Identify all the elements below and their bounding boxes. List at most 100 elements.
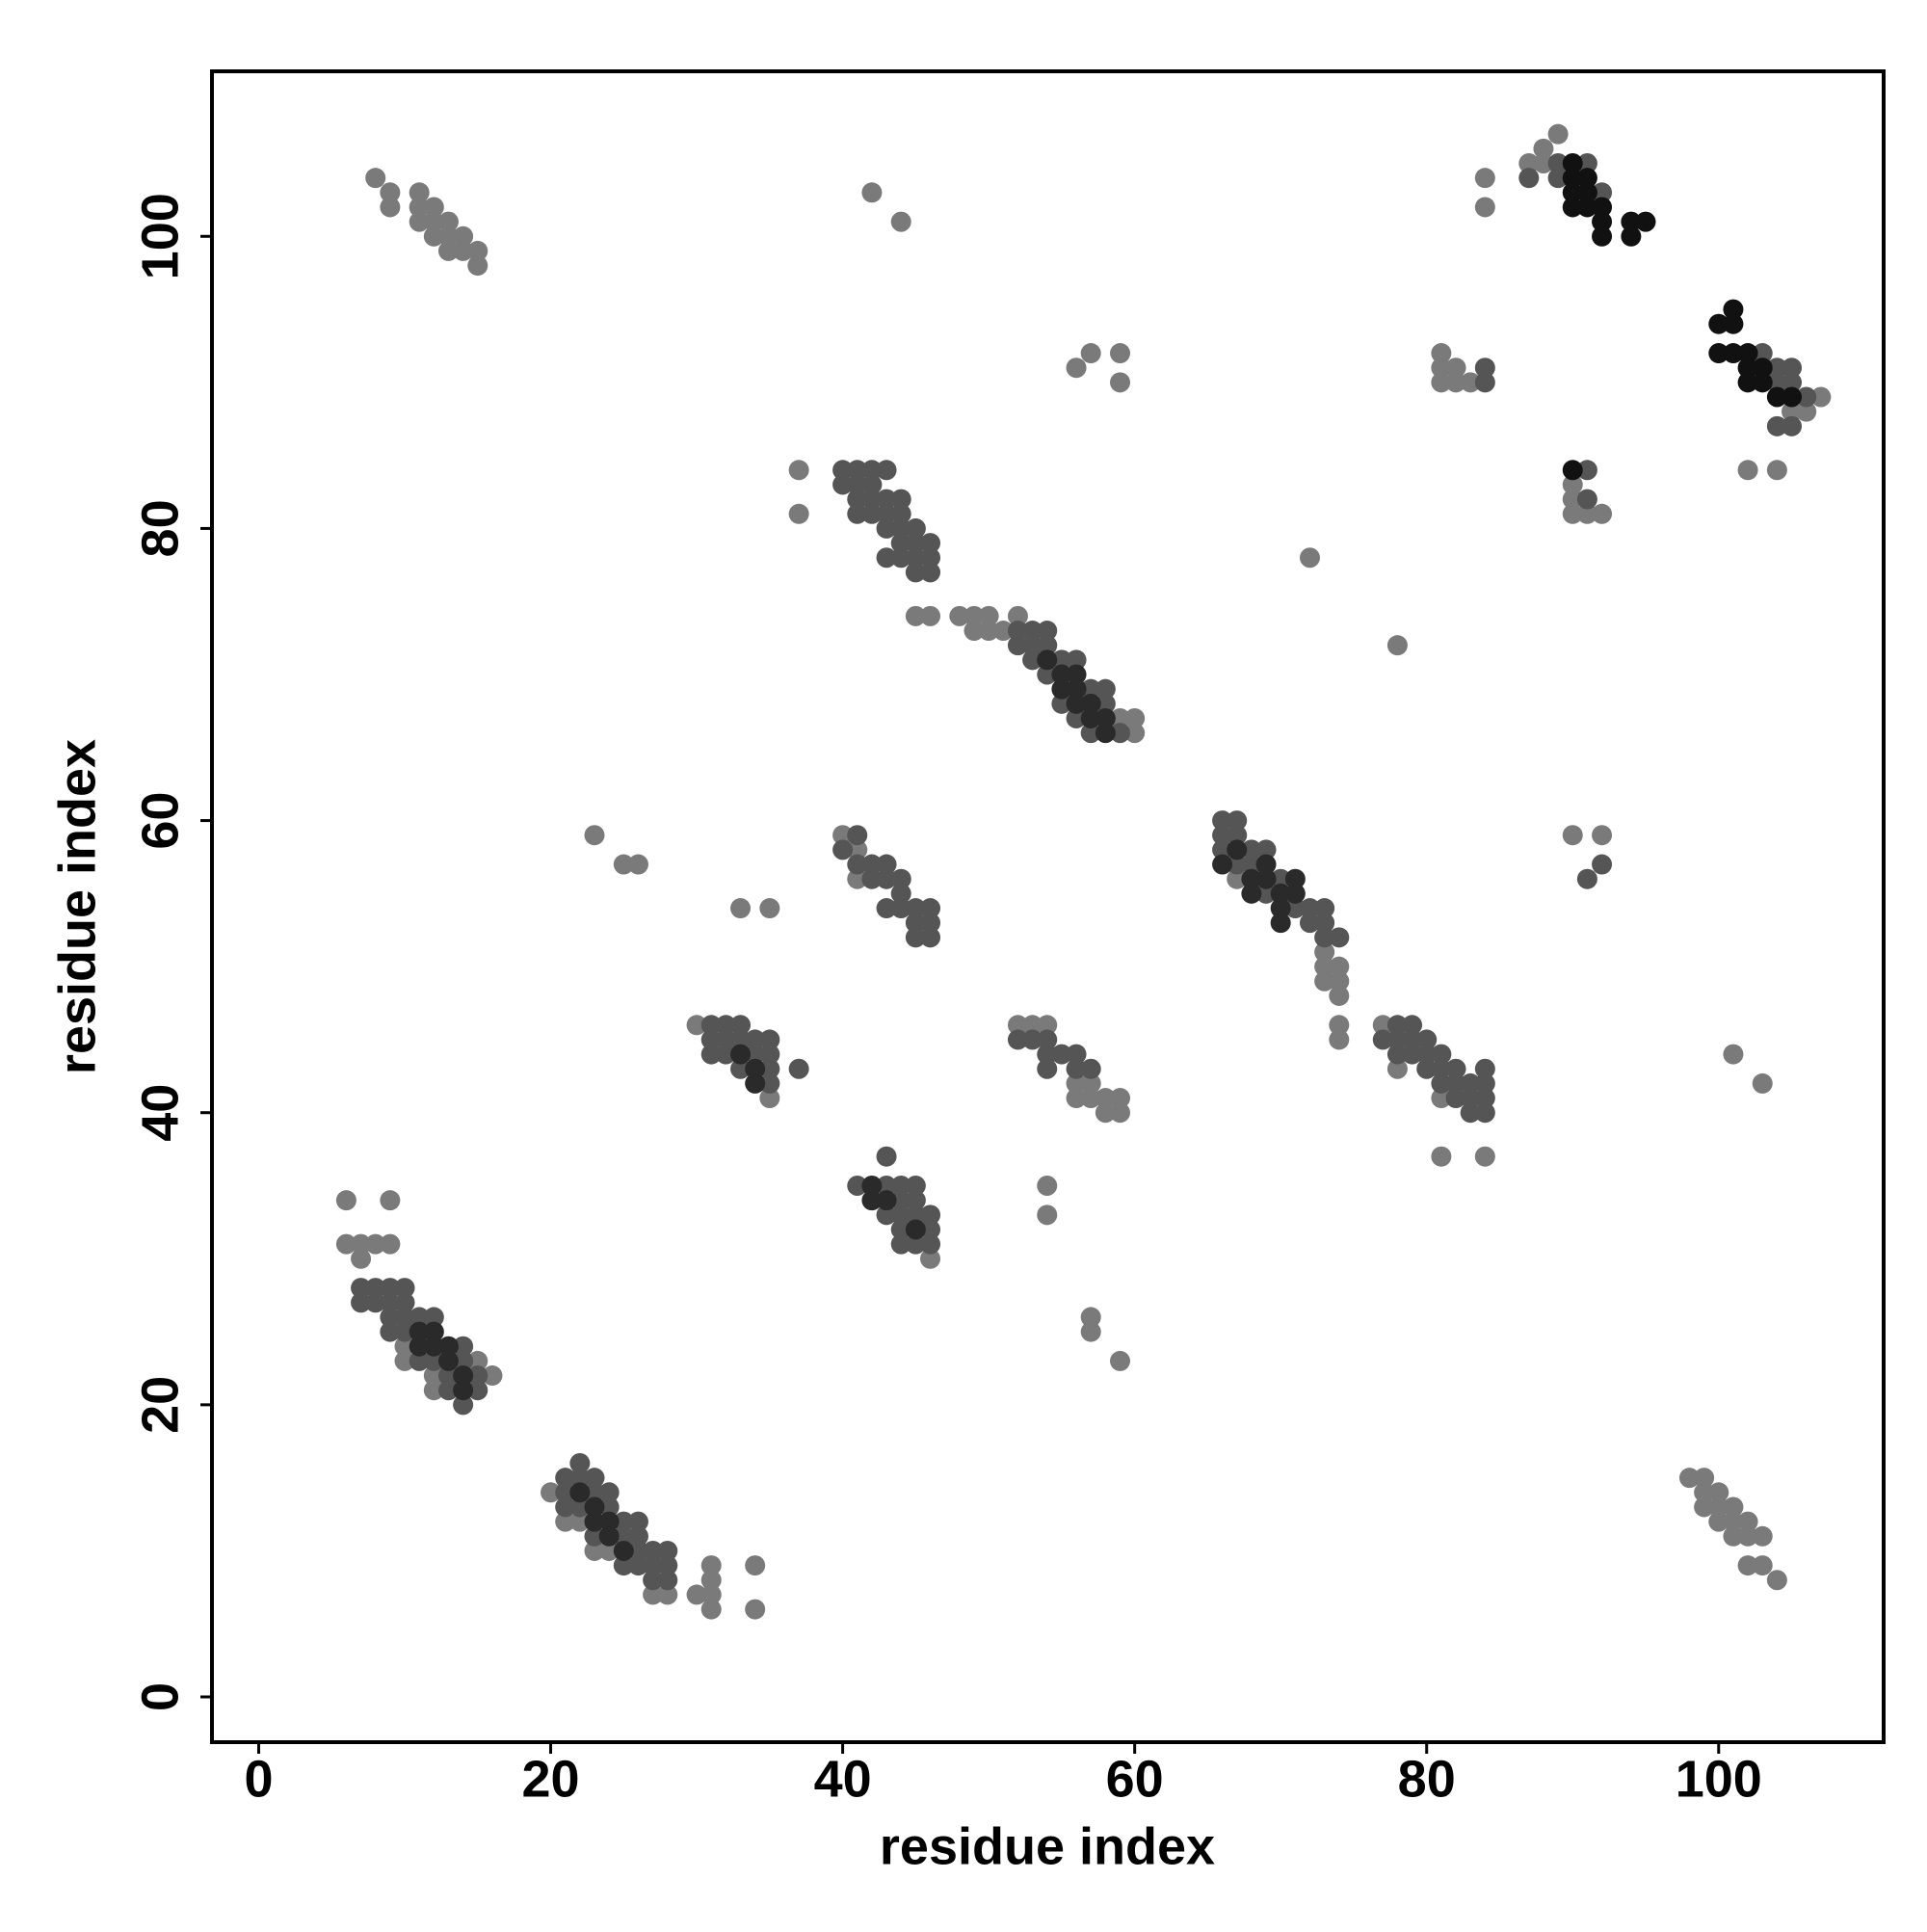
- point: [380, 1321, 401, 1342]
- point: [1782, 372, 1803, 393]
- point: [1110, 1350, 1131, 1371]
- point: [1037, 1029, 1058, 1050]
- y-axis-label: residue index: [48, 739, 106, 1074]
- point: [541, 1482, 562, 1503]
- point: [920, 605, 941, 626]
- point: [643, 1584, 664, 1605]
- point: [627, 1540, 648, 1561]
- point: [1095, 678, 1116, 700]
- point: [715, 1044, 736, 1065]
- point: [409, 1336, 430, 1357]
- point: [1402, 1015, 1423, 1036]
- point: [1416, 1044, 1438, 1065]
- point: [351, 1278, 372, 1299]
- y-tick-label: 100: [131, 193, 189, 279]
- point: [584, 1468, 605, 1489]
- point: [715, 1029, 736, 1050]
- point: [759, 1058, 780, 1079]
- point: [1386, 1015, 1408, 1036]
- point: [1022, 1029, 1043, 1050]
- point: [745, 1029, 766, 1050]
- point: [832, 825, 854, 846]
- point: [351, 1233, 372, 1255]
- point: [847, 474, 868, 495]
- point: [1431, 1072, 1452, 1094]
- x-tick-label: 60: [1106, 1750, 1164, 1808]
- point: [1723, 299, 1744, 320]
- x-tick-label: 0: [244, 1750, 273, 1808]
- point: [1037, 1015, 1058, 1036]
- point: [1416, 1058, 1438, 1079]
- point: [1329, 970, 1350, 992]
- point: [1095, 707, 1116, 728]
- point: [745, 1599, 766, 1620]
- point: [1227, 825, 1248, 846]
- point: [1752, 357, 1773, 379]
- point: [700, 1599, 722, 1620]
- point: [1737, 372, 1758, 393]
- point: [1314, 927, 1335, 948]
- point: [598, 1511, 620, 1532]
- point: [788, 460, 809, 481]
- point: [1474, 1102, 1495, 1124]
- point: [555, 1496, 576, 1518]
- point: [1051, 693, 1072, 714]
- point: [643, 1540, 664, 1561]
- point: [1737, 1511, 1758, 1532]
- point: [890, 517, 911, 539]
- point: [394, 1307, 415, 1328]
- point: [890, 1190, 911, 1211]
- point: [890, 503, 911, 524]
- point: [1460, 1102, 1481, 1124]
- point: [1723, 1496, 1744, 1518]
- point: [1022, 621, 1043, 642]
- point: [409, 1350, 430, 1371]
- point: [876, 1204, 897, 1226]
- point: [1694, 1482, 1715, 1503]
- point: [1314, 941, 1335, 963]
- point: [1474, 1058, 1495, 1079]
- point: [1576, 460, 1597, 481]
- point: [555, 1468, 576, 1489]
- point: [1124, 723, 1146, 744]
- point: [613, 854, 634, 875]
- point: [1766, 357, 1787, 379]
- point: [920, 927, 941, 948]
- point: [847, 1176, 868, 1197]
- point: [584, 1482, 605, 1503]
- point: [905, 898, 926, 919]
- point: [1431, 1044, 1452, 1065]
- point: [700, 1570, 722, 1591]
- point: [700, 1584, 722, 1605]
- point: [1752, 1525, 1773, 1547]
- point: [861, 474, 883, 495]
- point: [584, 1525, 605, 1547]
- point: [890, 547, 911, 569]
- point: [394, 1336, 415, 1357]
- point: [1752, 1555, 1773, 1576]
- point: [730, 1058, 752, 1079]
- point: [1227, 810, 1248, 832]
- point: [1066, 1072, 1087, 1094]
- point: [1445, 1072, 1466, 1094]
- point: [1576, 182, 1597, 203]
- point: [1576, 868, 1597, 889]
- point: [1284, 883, 1306, 904]
- point: [832, 474, 854, 495]
- x-tick-label: 80: [1398, 1750, 1456, 1808]
- point: [686, 1015, 707, 1036]
- point: [1299, 913, 1320, 934]
- point: [1562, 182, 1583, 203]
- point: [1782, 401, 1803, 422]
- point: [1022, 635, 1043, 656]
- point: [890, 868, 911, 889]
- point: [861, 1176, 883, 1197]
- point: [876, 503, 897, 524]
- point: [613, 1555, 634, 1576]
- point: [1576, 489, 1597, 510]
- point: [1416, 1029, 1438, 1050]
- point: [905, 517, 926, 539]
- point: [1022, 1015, 1043, 1036]
- point: [1474, 1146, 1495, 1167]
